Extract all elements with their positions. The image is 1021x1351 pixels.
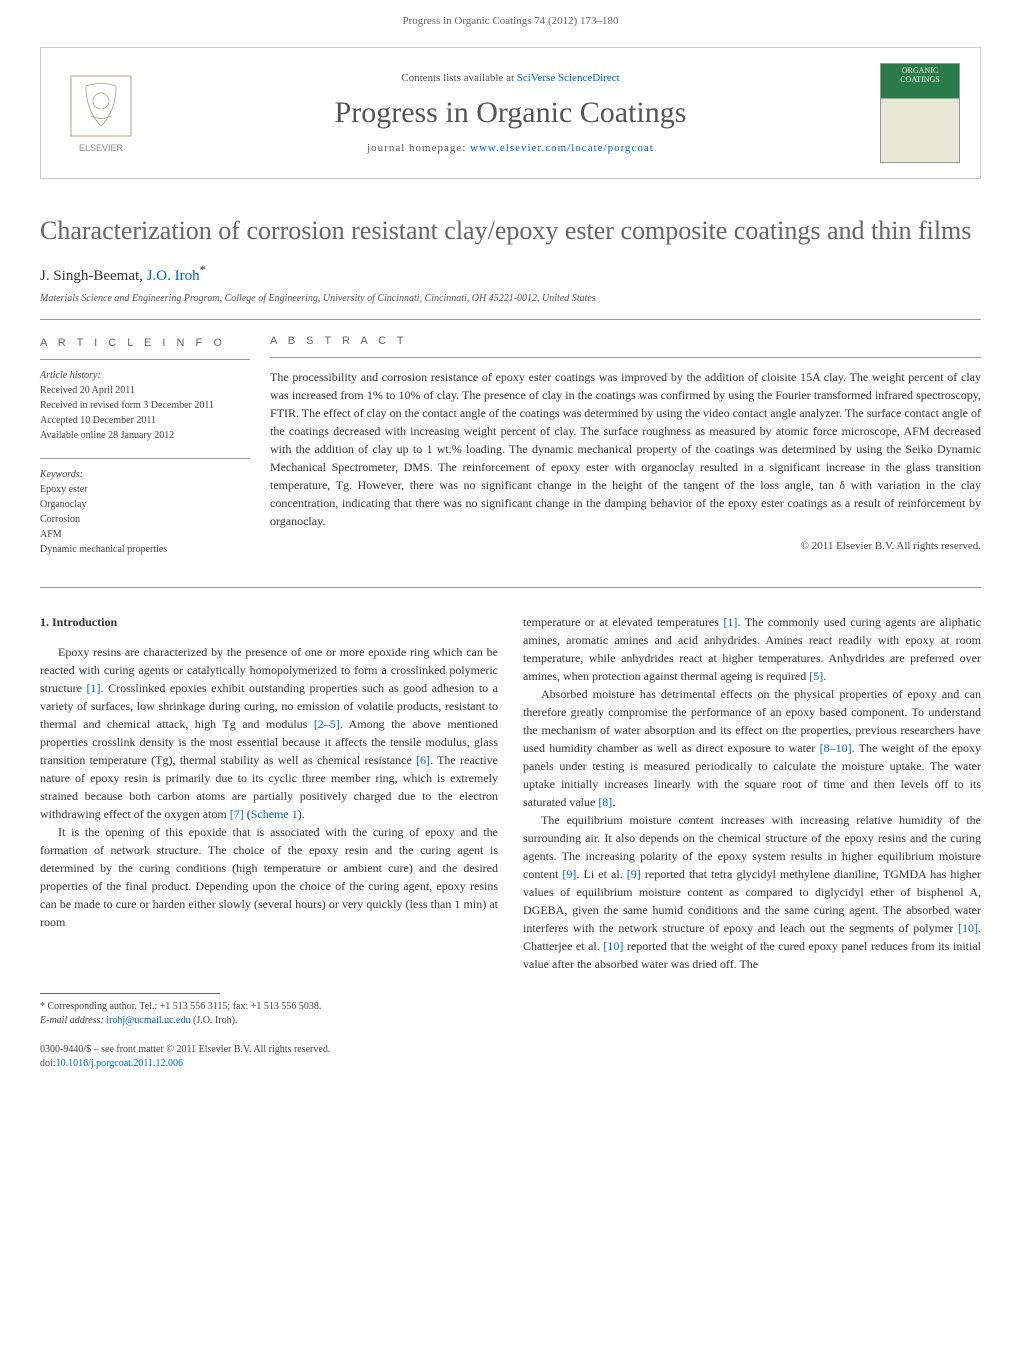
ref-link-9[interactable]: [9] bbox=[562, 867, 576, 881]
ref-link-6[interactable]: [6] bbox=[416, 753, 430, 767]
ref-link-10b[interactable]: [10] bbox=[603, 939, 623, 953]
history-label: Article history: bbox=[40, 368, 250, 383]
ref-link-8[interactable]: [8] bbox=[598, 795, 612, 809]
ref-link-10[interactable]: [10] bbox=[958, 921, 978, 935]
para-2: It is the opening of this epoxide that i… bbox=[40, 823, 498, 931]
abstract-heading: A B S T R A C T bbox=[270, 335, 981, 347]
ref-link-5[interactable]: [5] bbox=[809, 669, 823, 683]
received-date: Received 20 April 2011 bbox=[40, 383, 250, 398]
banner-center: Contents lists available at SciVerse Sci… bbox=[141, 72, 880, 154]
keywords-label: Keywords: bbox=[40, 467, 250, 482]
info-rule-2 bbox=[40, 458, 250, 459]
author-1: J. Singh-Beemat, bbox=[40, 268, 147, 284]
ref-link-1b[interactable]: [1] bbox=[723, 615, 737, 629]
copyright: © 2011 Elsevier B.V. All rights reserved… bbox=[270, 540, 981, 552]
ref-link-1[interactable]: [1] bbox=[87, 681, 101, 695]
info-abstract-row: A R T I C L E I N F O Article history: R… bbox=[40, 320, 981, 588]
email-suffix: (J.O. Iroh). bbox=[190, 1015, 237, 1026]
available-date: Available online 28 January 2012 bbox=[40, 428, 250, 443]
affiliation: Materials Science and Engineering Progra… bbox=[40, 293, 981, 304]
footer: * Corresponding author. Tel.: +1 513 556… bbox=[40, 993, 981, 1071]
sciencedirect-link[interactable]: SciVerse ScienceDirect bbox=[517, 72, 620, 84]
contents-line: Contents lists available at SciVerse Sci… bbox=[141, 72, 880, 84]
keyword-1: Epoxy ester bbox=[40, 482, 250, 497]
article-info-heading: A R T I C L E I N F O bbox=[40, 335, 250, 352]
article-history: Article history: Received 20 April 2011 … bbox=[40, 368, 250, 443]
doi-block: 0300-9440/$ – see front matter © 2011 El… bbox=[40, 1043, 981, 1071]
author-2-link[interactable]: J.O. Iroh bbox=[147, 268, 200, 284]
footnote-rule bbox=[40, 993, 220, 994]
ref-link-7[interactable]: [7] bbox=[230, 807, 244, 821]
para-4: Absorbed moisture has detrimental effect… bbox=[523, 685, 981, 811]
doi-prefix: doi: bbox=[40, 1058, 56, 1069]
abstract-text: The processibility and corrosion resista… bbox=[270, 368, 981, 530]
abstract-rule bbox=[270, 357, 981, 358]
homepage-prefix: journal homepage: bbox=[367, 142, 470, 154]
contents-prefix: Contents lists available at bbox=[401, 72, 516, 84]
email-label: E-mail address: bbox=[40, 1015, 106, 1026]
running-head: Progress in Organic Coatings 74 (2012) 1… bbox=[0, 0, 1021, 37]
ref-link-8-10[interactable]: [8–10] bbox=[820, 741, 852, 755]
keyword-2: Organoclay bbox=[40, 497, 250, 512]
email-link[interactable]: irohj@ucmail.uc.edu bbox=[106, 1015, 190, 1026]
doi-line: doi:10.1016/j.porgcoat.2011.12.006 bbox=[40, 1057, 981, 1071]
email-footnote: E-mail address: irohj@ucmail.uc.edu (J.O… bbox=[40, 1014, 981, 1028]
doi-link[interactable]: 10.1016/j.porgcoat.2011.12.006 bbox=[56, 1058, 184, 1069]
journal-banner: ELSEVIER Contents lists available at Sci… bbox=[40, 47, 981, 179]
cover-text: ORGANICCOATINGS bbox=[881, 64, 959, 88]
column-right: temperature or at elevated temperatures … bbox=[523, 613, 981, 973]
abstract: A B S T R A C T The processibility and c… bbox=[270, 320, 981, 588]
article-title: Characterization of corrosion resistant … bbox=[40, 214, 981, 248]
article-info: A R T I C L E I N F O Article history: R… bbox=[40, 320, 270, 588]
divider-bottom bbox=[40, 587, 981, 588]
info-rule-1 bbox=[40, 359, 250, 360]
scheme-1-link[interactable]: Scheme 1 bbox=[251, 807, 298, 821]
body-columns: 1. Introduction Epoxy resins are charact… bbox=[40, 613, 981, 973]
ref-link-2-5[interactable]: [2–5] bbox=[314, 717, 340, 731]
journal-cover-icon: ORGANICCOATINGS bbox=[880, 63, 960, 163]
front-matter: 0300-9440/$ – see front matter © 2011 El… bbox=[40, 1043, 981, 1057]
authors: J. Singh-Beemat, J.O. Iroh* bbox=[40, 263, 981, 285]
revised-date: Received in revised form 3 December 2011 bbox=[40, 398, 250, 413]
para-1: Epoxy resins are characterized by the pr… bbox=[40, 643, 498, 823]
keyword-5: Dynamic mechanical properties bbox=[40, 542, 250, 557]
elsevier-label: ELSEVIER bbox=[79, 143, 124, 153]
corresponding-footnote: * Corresponding author. Tel.: +1 513 556… bbox=[40, 1000, 981, 1014]
keyword-4: AFM bbox=[40, 527, 250, 542]
keyword-3: Corrosion bbox=[40, 512, 250, 527]
column-left: 1. Introduction Epoxy resins are charact… bbox=[40, 613, 498, 973]
elsevier-logo-icon: ELSEVIER bbox=[61, 68, 141, 158]
keywords-block: Keywords: Epoxy ester Organoclay Corrosi… bbox=[40, 467, 250, 557]
journal-name: Progress in Organic Coatings bbox=[141, 96, 880, 130]
section-1-heading: 1. Introduction bbox=[40, 613, 498, 631]
homepage-line: journal homepage: www.elsevier.com/locat… bbox=[141, 142, 880, 154]
corresponding-marker: * bbox=[200, 263, 206, 277]
para-3: temperature or at elevated temperatures … bbox=[523, 613, 981, 685]
ref-link-9b[interactable]: [9] bbox=[627, 867, 641, 881]
accepted-date: Accepted 10 December 2011 bbox=[40, 413, 250, 428]
para-5: The equilibrium moisture content increas… bbox=[523, 811, 981, 973]
homepage-link[interactable]: www.elsevier.com/locate/porgcoat bbox=[470, 142, 654, 154]
